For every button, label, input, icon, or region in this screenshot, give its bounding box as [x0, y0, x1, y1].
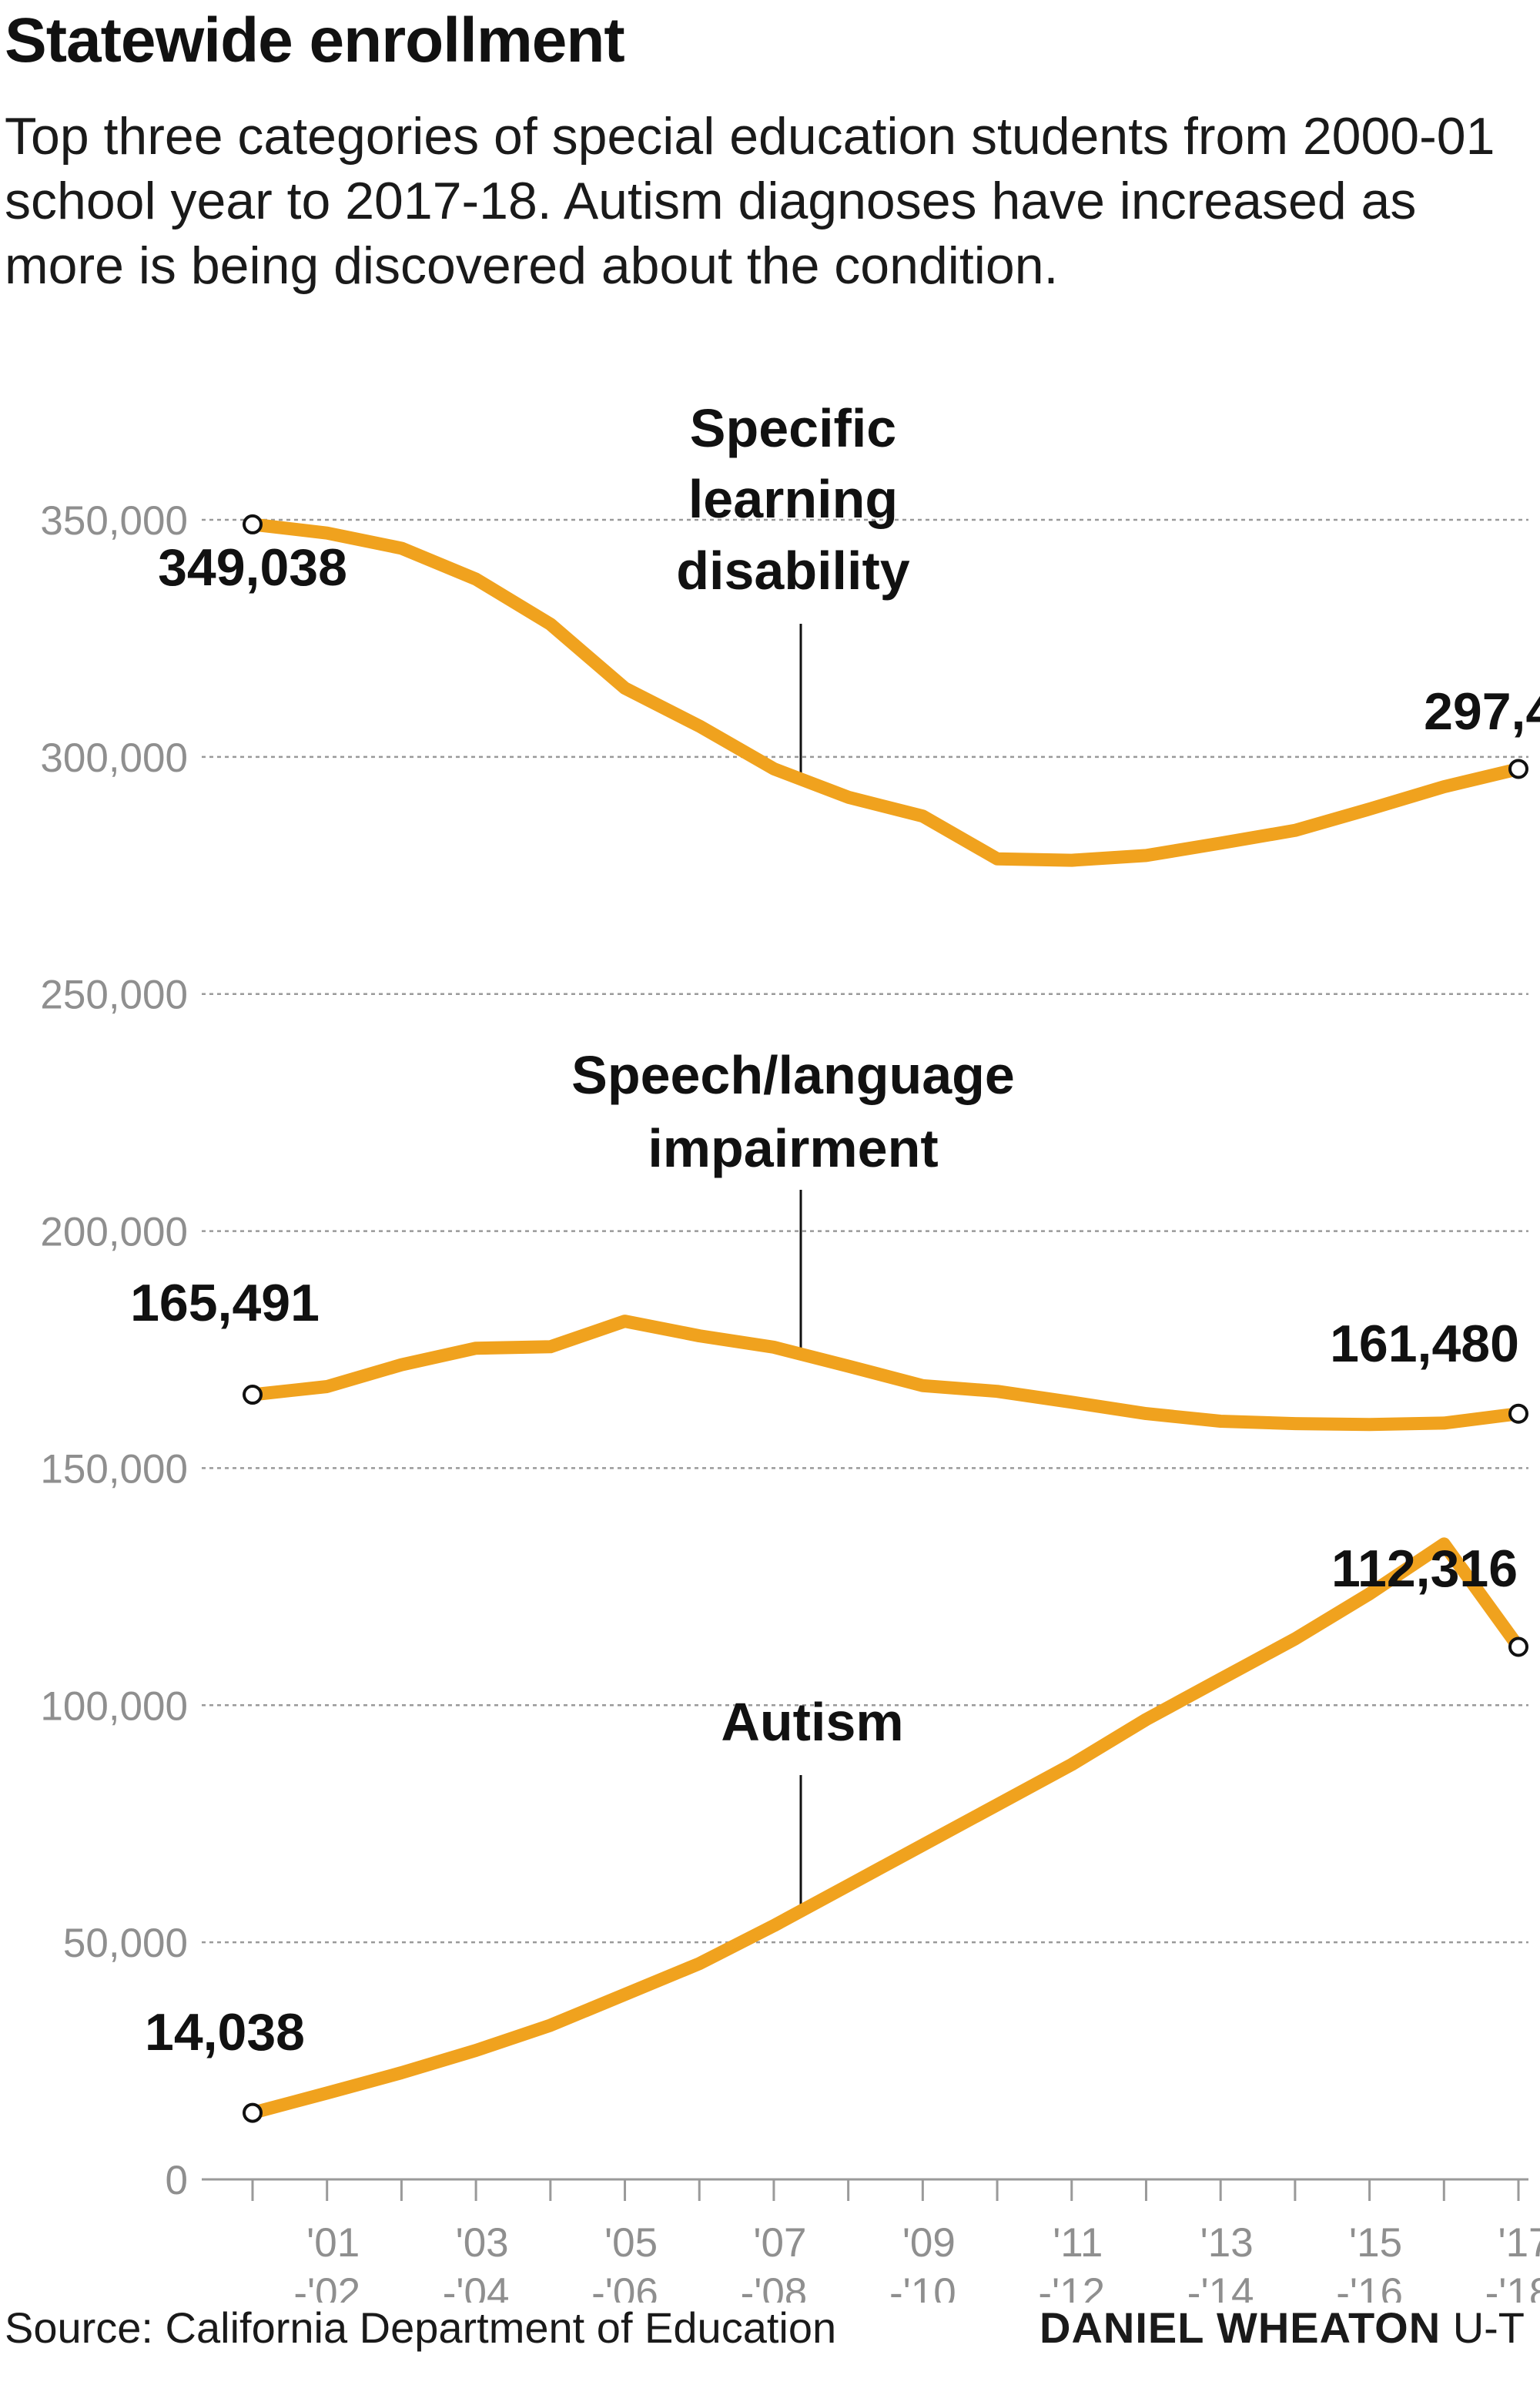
chart-title: Statewide enrollment — [5, 5, 625, 75]
series-start-point — [243, 1385, 263, 1405]
end-value-label: 112,316 — [1331, 1539, 1518, 1598]
start-value-label: 349,038 — [158, 538, 347, 597]
gridlines — [202, 518, 1528, 1944]
series-name-label: Autism — [721, 1692, 903, 1752]
y-tick-label: 250,000 — [40, 973, 188, 1018]
y-tick-label: 300,000 — [40, 735, 188, 781]
x-tick-label: '01 — [306, 2220, 360, 2266]
x-tick-label: -'10 — [889, 2270, 956, 2303]
x-tick-label: -'06 — [591, 2270, 658, 2303]
series-line — [246, 1537, 1525, 2120]
series-end-point — [1508, 1636, 1528, 1657]
start-value-label: 14,038 — [145, 2003, 305, 2062]
source-note: Source: California Department of Educati… — [5, 2303, 837, 2352]
series-name-label: disability — [676, 541, 909, 601]
byline-name: DANIEL WHEATON — [1040, 2303, 1441, 2352]
series-start-point — [243, 514, 263, 534]
y-tick-label: 50,000 — [63, 1921, 188, 1966]
y-tick-label: 0 — [166, 2158, 188, 2203]
series-labels: Specific learning disability 349,038 297,464… — [130, 398, 1540, 2062]
x-tick-label: '09 — [902, 2220, 956, 2266]
x-tick-label: -'08 — [741, 2270, 808, 2303]
end-value-label: 297,464 — [1424, 682, 1540, 741]
series-name-label: learning — [688, 469, 898, 529]
series-end-point — [1508, 759, 1528, 779]
series-name-label: Speech/language — [571, 1045, 1015, 1105]
y-tick-label: 200,000 — [40, 1210, 188, 1255]
series-name-label: Specific — [690, 398, 896, 458]
x-axis: '01 -'02 '03 -'04 '05 -'06 '07 -'08 '09 -'10 '11 -'… — [202, 2178, 1540, 2303]
start-value-label: 165,491 — [130, 1274, 320, 1332]
x-tick-label: '17 — [1498, 2220, 1540, 2266]
x-tick-label: '03 — [456, 2220, 509, 2266]
series-name-label: impairment — [648, 1118, 938, 1178]
x-tick-label: -'14 — [1187, 2270, 1254, 2303]
x-tick-label: '07 — [753, 2220, 806, 2266]
x-tick-label: -'16 — [1336, 2270, 1403, 2303]
chart-subtitle: Top three categories of special educatio… — [5, 107, 1495, 295]
y-axis-ticks: 0 50,000 100,000 150,000 200,000 250,000 300,0… — [40, 498, 188, 2203]
x-tick-label: '11 — [1053, 2220, 1103, 2266]
x-tick-label: -'12 — [1038, 2270, 1105, 2303]
byline-org: U-T — [1452, 2303, 1525, 2352]
x-tick-label: -'18 — [1485, 2270, 1540, 2303]
x-tick-label: -'04 — [443, 2270, 510, 2303]
series-end-point — [1508, 1403, 1528, 1424]
byline: DANIEL WHEATON U-T — [1040, 2303, 1525, 2353]
series-lines — [243, 514, 1528, 2123]
y-tick-label: 350,000 — [40, 498, 188, 544]
line-chart: 0 50,000 100,000 150,000 200,000 250,000 300,0… — [40, 398, 1540, 2303]
series-line — [246, 1315, 1525, 1432]
end-value-label: 161,480 — [1330, 1315, 1519, 1373]
y-tick-label: 100,000 — [40, 1683, 188, 1729]
series-start-point — [243, 2102, 263, 2123]
y-tick-label: 150,000 — [40, 1446, 188, 1492]
x-tick-label: -'02 — [293, 2270, 360, 2303]
series-line — [246, 518, 1525, 867]
x-tick-label: '05 — [604, 2220, 658, 2266]
x-tick-label: '15 — [1349, 2220, 1402, 2266]
x-tick-label: '13 — [1200, 2220, 1254, 2266]
